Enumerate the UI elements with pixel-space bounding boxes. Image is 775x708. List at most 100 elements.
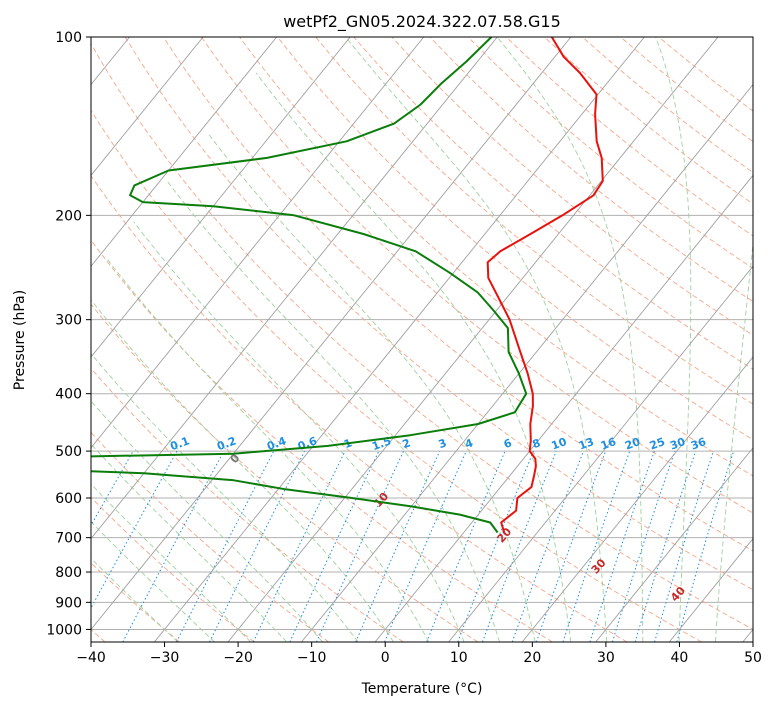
x-axis-label: Temperature (°C) xyxy=(361,681,483,697)
isotherm-line xyxy=(227,37,719,642)
y-tick-label: 900 xyxy=(55,595,82,611)
x-tick-label: 50 xyxy=(744,650,762,666)
plot-frame xyxy=(90,36,754,643)
moist-adiabat-line xyxy=(496,37,644,642)
isotherm-line xyxy=(448,265,753,642)
dry-adiabat-line xyxy=(91,431,329,642)
y-tick-label: 100 xyxy=(55,30,82,46)
dry-adiabat-line xyxy=(91,109,702,642)
mixing-ratio-line xyxy=(511,450,584,642)
mixing-ratio-label: 0.4 xyxy=(265,434,288,453)
x-tick-label: 40 xyxy=(671,650,689,666)
moist-adiabats xyxy=(91,37,753,642)
moist-adiabat-line xyxy=(207,132,536,642)
dry-adiabat-line xyxy=(91,496,255,642)
mixing-ratio-label: 6 xyxy=(502,436,514,451)
mixing-ratio-line xyxy=(91,450,178,610)
isotherm-line xyxy=(91,37,425,449)
y-tick-label: 800 xyxy=(55,565,82,581)
mixing-ratio-line xyxy=(457,450,534,642)
mixing-ratio-label: 8 xyxy=(531,436,543,451)
isotherm-line xyxy=(91,37,498,540)
isotherm-line xyxy=(91,37,204,177)
isotherm-line xyxy=(521,356,753,642)
x-axis-ticks: −40 −30 −20 −10 0 10 20 30 40 50 xyxy=(76,642,762,666)
mixing-ratio-label: 10 xyxy=(550,435,569,453)
dry-adiabat-line xyxy=(91,175,628,642)
y-tick-label: 1000 xyxy=(46,622,82,638)
y-tick-label: 400 xyxy=(55,387,82,403)
x-tick-label: 0 xyxy=(381,650,390,666)
isotherm-line xyxy=(91,37,572,631)
x-tick-label: 10 xyxy=(450,650,468,666)
y-tick-label: 300 xyxy=(55,313,82,329)
y-tick-label: 200 xyxy=(55,208,82,224)
mixing-ratio-label: 16 xyxy=(599,435,618,453)
x-tick-label: −30 xyxy=(150,650,180,666)
dry-adiabat-line xyxy=(124,37,753,591)
mixing-ratio-line xyxy=(654,450,714,642)
mixing-ratio-line xyxy=(355,450,441,642)
chart-title: wetPf2_GN05.2024.322.07.58.G15 xyxy=(283,12,561,32)
isotherm-line xyxy=(668,537,753,642)
x-tick-label: 20 xyxy=(523,650,541,666)
isotherm-line xyxy=(91,37,278,267)
mixing-ratio-label: 13 xyxy=(577,435,596,452)
mixing-ratio-line xyxy=(676,450,735,642)
moist-adiabat-line xyxy=(91,443,288,642)
moist-adiabat-line xyxy=(91,400,323,642)
mixing-ratio-lines xyxy=(91,450,735,642)
dry-adiabat-line xyxy=(91,239,553,642)
mixing-ratio-line xyxy=(122,450,225,642)
mixing-ratio-label: 36 xyxy=(689,435,708,453)
moist-adiabat-line xyxy=(105,256,430,642)
y-axis-ticks: 100 200 300 400 500 600 700 800 900 1000 xyxy=(46,30,91,638)
mixing-ratio-line xyxy=(562,450,631,642)
mixing-ratio-line xyxy=(589,450,655,642)
y-tick-label: 500 xyxy=(55,444,82,460)
isotherm-line xyxy=(91,37,351,358)
isotherms xyxy=(91,37,753,642)
moist-adiabat-line xyxy=(166,180,500,642)
mixing-ratio-line xyxy=(91,450,134,527)
mixing-ratio-label: 0.2 xyxy=(215,434,238,453)
mixing-ratio-line xyxy=(634,450,697,642)
y-axis-label: Pressure (hPa) xyxy=(12,290,28,390)
mixing-ratio-label: 4 xyxy=(463,436,475,451)
mixing-ratio-label: 25 xyxy=(648,435,667,452)
mixing-ratio-line xyxy=(482,450,557,642)
mixing-ratio-label: 20 xyxy=(623,435,642,453)
dry-adiabat-line xyxy=(91,562,180,642)
x-tick-label: 30 xyxy=(597,650,615,666)
sounding-series xyxy=(91,37,604,534)
x-tick-label: −40 xyxy=(76,650,106,666)
mixing-ratio-label: 30 xyxy=(668,435,687,453)
isotherm-line xyxy=(374,174,753,642)
mixing-ratio-label: 0.1 xyxy=(168,434,191,453)
isotherm-line xyxy=(301,83,753,642)
moist-adiabat-line xyxy=(655,37,692,642)
mixing-ratio-label: 2 xyxy=(401,436,413,451)
y-tick-label: 700 xyxy=(55,531,82,547)
dry-adiabat-line xyxy=(277,37,753,441)
mixing-ratio-line xyxy=(611,450,676,642)
moist-adiabat-line xyxy=(91,352,359,642)
dry-adiabat-line xyxy=(315,37,753,405)
mixing-ratio-line xyxy=(535,450,607,642)
temperature-profile-line xyxy=(486,37,604,533)
dry-adiabat-line xyxy=(91,42,753,630)
x-tick-label: −10 xyxy=(297,650,327,666)
x-tick-label: −20 xyxy=(223,650,253,666)
mixing-ratio-line xyxy=(426,450,506,642)
moist-adiabat-line xyxy=(91,483,252,642)
isotherm-line xyxy=(595,447,753,642)
y-tick-label: 600 xyxy=(55,491,82,507)
isotherm-line xyxy=(154,37,645,642)
mixing-ratio-line xyxy=(176,450,275,642)
mixing-ratio-line xyxy=(209,450,305,642)
dry-adiabat-line xyxy=(429,37,753,302)
dry-adiabat-line xyxy=(201,37,753,514)
moist-adiabat-line xyxy=(255,72,572,642)
dewpoint-profile-line xyxy=(91,37,528,534)
